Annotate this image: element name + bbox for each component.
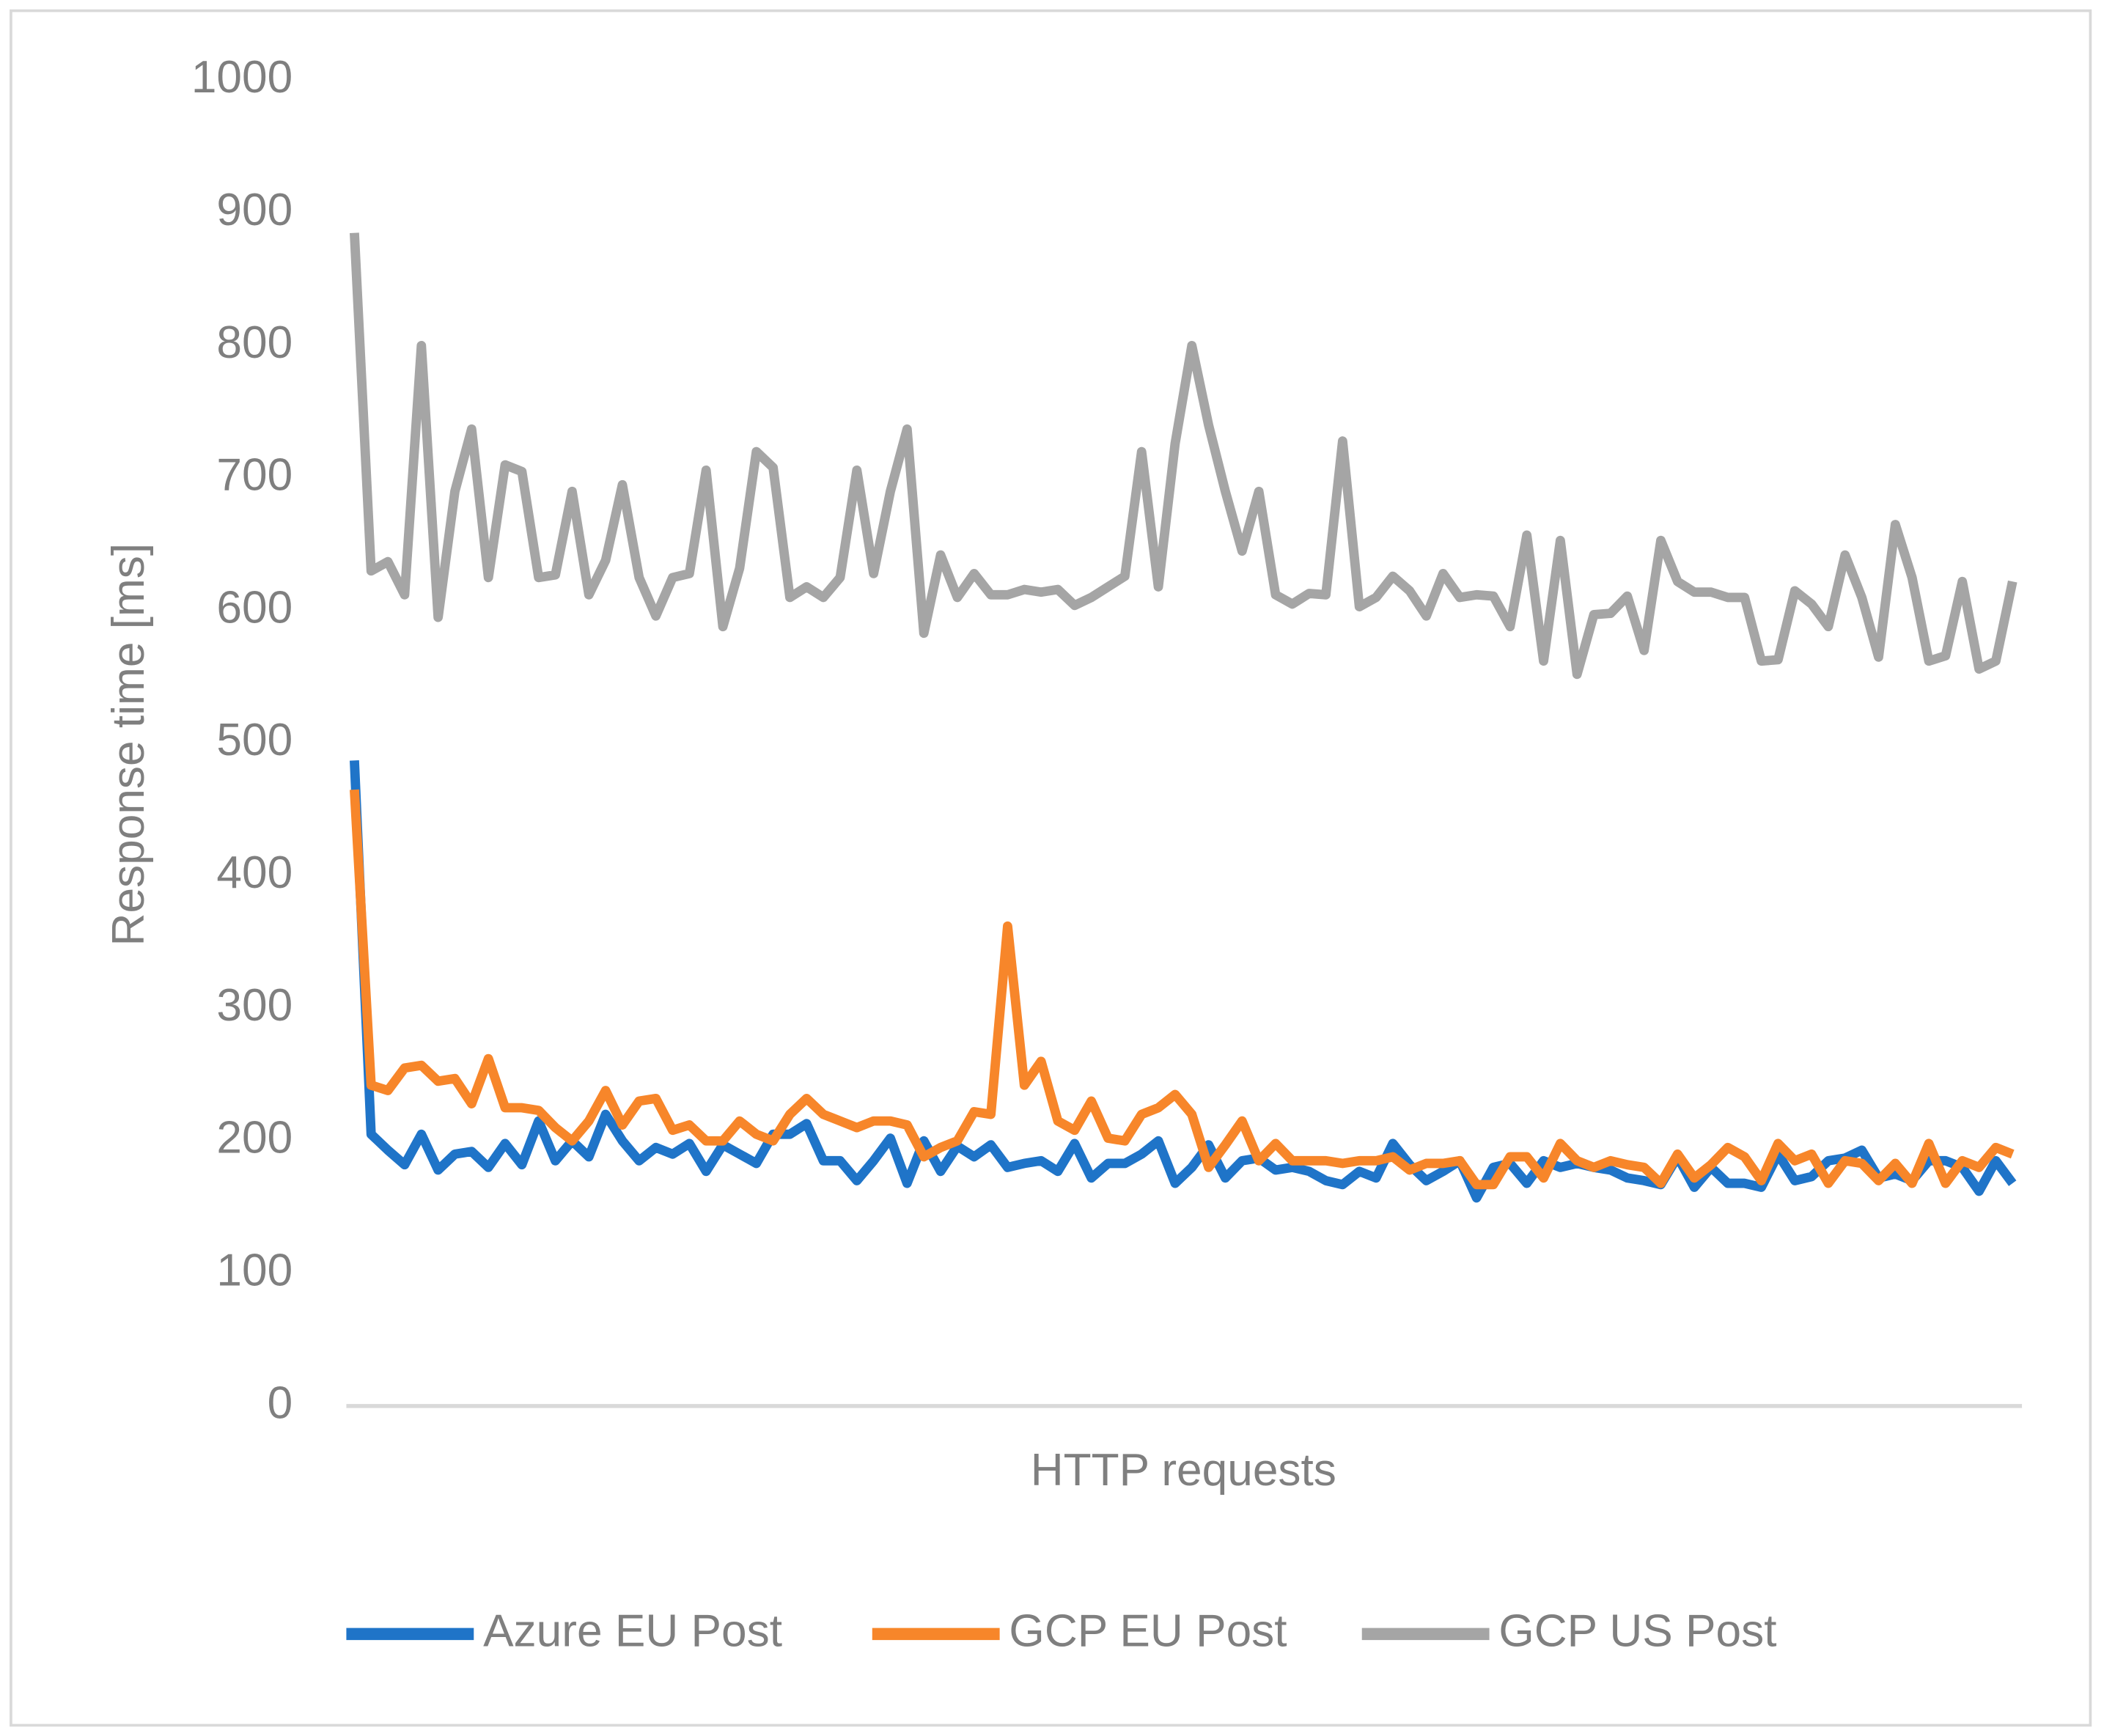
series-line [350, 789, 2015, 1190]
y-tick-label: 500 [216, 715, 293, 765]
series-line [350, 760, 2017, 1203]
y-tick-label: 900 [216, 185, 293, 235]
y-tick-label: 200 [216, 1113, 293, 1163]
y-tick-label: 400 [216, 847, 293, 898]
y-tick-label: 0 [268, 1378, 293, 1428]
y-tick-label: 800 [216, 317, 293, 368]
y-tick-label: 600 [216, 582, 293, 633]
legend-label: GCP EU Post [1009, 1606, 1287, 1656]
series-line [350, 232, 2017, 680]
y-tick-label: 100 [216, 1245, 293, 1295]
legend-label: Azure EU Post [483, 1606, 782, 1656]
y-tick-label: 1000 [191, 52, 293, 103]
legend-label: GCP US Post [1498, 1606, 1776, 1656]
y-axis-label: Response time [ms] [103, 543, 154, 946]
y-tick-label: 300 [216, 980, 293, 1031]
y-tick-label: 700 [216, 450, 293, 501]
x-axis-label: HTTP requests [1031, 1445, 1336, 1496]
